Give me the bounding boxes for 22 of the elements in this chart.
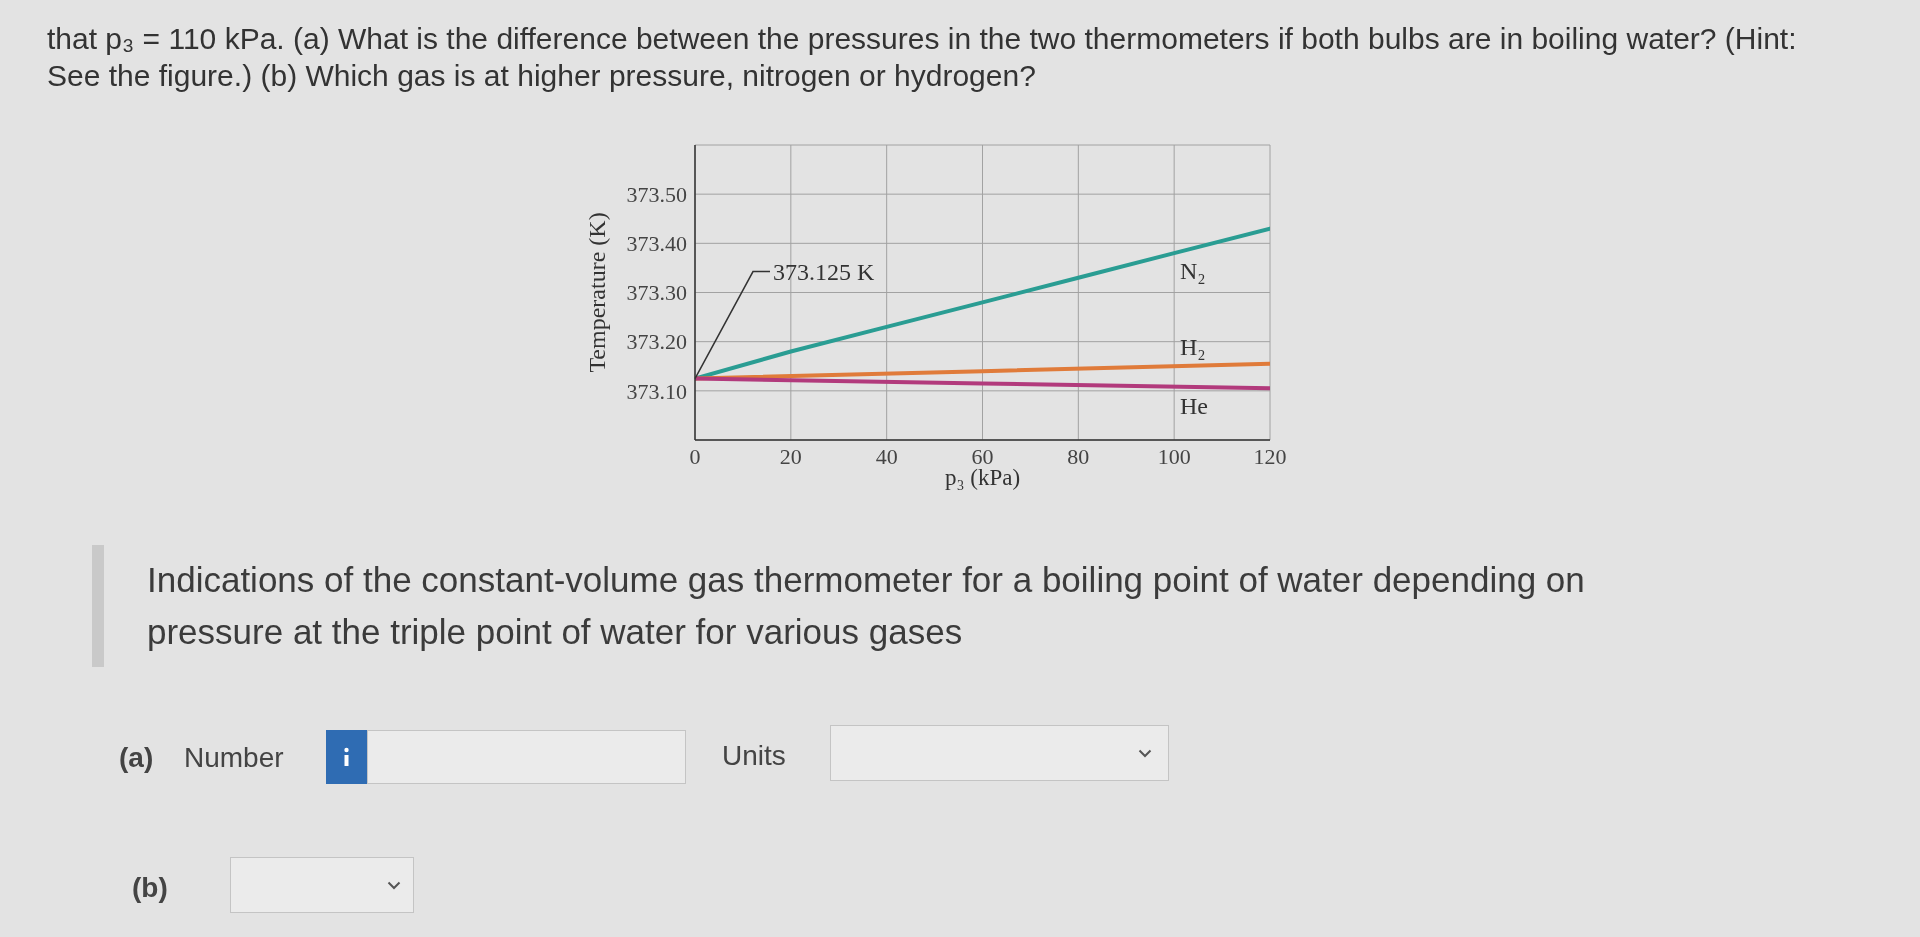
series-label: H₂ xyxy=(1180,333,1206,360)
text: Units xyxy=(722,740,786,772)
x-tick-label: 100 xyxy=(1157,443,1191,469)
y-axis-title: Temperature (K) xyxy=(583,212,610,373)
x-tick-label: 0 xyxy=(689,443,701,469)
y-tick-label: 373.30 xyxy=(626,280,687,306)
text: Number xyxy=(184,742,284,774)
x-tick-label: 40 xyxy=(875,443,898,469)
y-tick-label: 373.20 xyxy=(626,329,687,355)
annotation: 373.125 K xyxy=(773,258,875,285)
y-tick-label: 373.40 xyxy=(626,231,687,257)
text: (a) xyxy=(119,742,154,774)
chart-title: that p₃ = 110 kPa. (a) What is the difference between the pressures in the two thermometers if both bulbs are in boiling water? (Hint: See the figure.) (b) Which gas is at higher pressure, nitrogen or hydrogen? xyxy=(47,21,1798,94)
x-tick-label: 80 xyxy=(1067,443,1090,469)
series-label: He xyxy=(1180,393,1208,420)
x-tick-label: 120 xyxy=(1253,443,1287,469)
x-tick-label: 20 xyxy=(779,443,802,469)
y-tick-label: 373.50 xyxy=(626,181,687,207)
series-label: N₂ xyxy=(1180,257,1206,284)
y-tick-label: 373.10 xyxy=(626,378,687,404)
text: Indications of the constant-volume gas thermometer for a boiling point of water depending on pressure at the triple point of water for various gases xyxy=(147,559,1586,653)
text: (b) xyxy=(132,872,168,904)
